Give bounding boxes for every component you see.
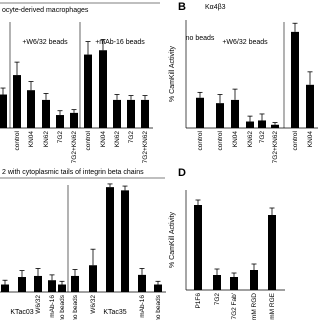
x-tick-label: no beads <box>72 294 79 320</box>
bar <box>213 275 221 290</box>
x-tick-label: control <box>14 130 21 150</box>
group-label: KTac35 <box>103 309 126 316</box>
bar <box>89 265 97 292</box>
panel-letter: D <box>178 167 186 179</box>
x-tick-label: KN04 <box>28 131 35 148</box>
bar <box>71 275 79 292</box>
bar <box>113 99 121 128</box>
x-tick-label: KN62 <box>43 131 50 148</box>
x-tick-label: KN04 <box>232 131 239 148</box>
bar <box>70 112 78 128</box>
bar <box>13 75 21 128</box>
x-tick-label: control <box>217 130 224 150</box>
x-tick-label: control <box>197 130 204 150</box>
bar <box>58 284 66 292</box>
x-tick-label: KN62 <box>114 131 121 148</box>
x-tick-label: 2mM RGE <box>269 292 276 320</box>
bar <box>84 54 92 129</box>
x-tick-label: 2mM RGD <box>251 293 258 320</box>
bar <box>1 284 9 292</box>
bar <box>18 277 26 292</box>
x-tick-label: control <box>292 130 299 150</box>
bar <box>268 215 276 290</box>
bar <box>121 190 129 292</box>
bar <box>141 99 149 128</box>
x-tick-label: KN62 <box>247 131 254 148</box>
x-tick-label: P1F6 <box>195 293 202 309</box>
y-axis-label: % CamKill Activity <box>169 211 176 268</box>
x-tick-label: 7G2 <box>57 131 64 144</box>
bar <box>246 121 254 128</box>
x-tick-label: no beads <box>155 294 162 320</box>
bar <box>306 84 314 128</box>
x-tick-label: KN04 <box>100 131 107 148</box>
group-label: +W6/32 beads <box>222 39 268 46</box>
bar <box>106 187 114 292</box>
bar <box>194 205 202 290</box>
bar <box>216 103 224 128</box>
bar <box>0 94 7 128</box>
bar <box>291 31 299 129</box>
bar <box>154 284 162 292</box>
panel-subtitle: Kα4β3 <box>205 4 226 11</box>
group-label: KTac03 <box>10 309 33 316</box>
bar <box>56 115 64 128</box>
bar <box>250 270 258 290</box>
bar <box>138 274 146 292</box>
x-tick-label: 7G2 Fab' <box>231 293 238 320</box>
bar <box>196 97 204 128</box>
bar <box>127 99 135 128</box>
x-tick-label: 7G2+KN62 <box>272 131 279 164</box>
bar <box>42 99 50 128</box>
panel-title: ocyte-derived macrophages <box>2 7 89 14</box>
bar <box>99 50 107 128</box>
bar <box>34 275 42 292</box>
panel-title: 2 with cytoplasmic tails of integrin bet… <box>2 169 144 176</box>
bar <box>231 99 239 128</box>
x-tick-label: control <box>85 130 92 150</box>
panel-letter: B <box>178 1 186 13</box>
bar <box>48 280 56 292</box>
y-axis-label: % CamKill Activity <box>169 45 176 102</box>
x-tick-label: mAb-16 <box>49 295 56 318</box>
x-tick-label: 7G2 <box>259 131 266 144</box>
bar <box>258 120 266 128</box>
x-tick-label: mAb-16 <box>139 295 146 318</box>
group-label: no beads <box>186 35 215 42</box>
x-tick-label: 7G2 <box>214 293 221 306</box>
bar <box>27 90 35 128</box>
group-label: +W6/32 beads <box>22 39 68 46</box>
bar <box>230 277 238 290</box>
x-tick-label: 7G2+KN62 <box>142 131 149 164</box>
x-tick-label: 7G2 <box>128 131 135 144</box>
x-tick-label: W6/32 <box>90 295 97 314</box>
group-label: +mAb-16 beads <box>95 39 145 46</box>
bar <box>271 124 279 128</box>
x-tick-label: 7G2+KN62 <box>71 131 78 164</box>
x-tick-label: W6/32 <box>35 295 42 314</box>
x-tick-label: KN04 <box>307 131 314 148</box>
x-tick-label: no beads <box>59 294 66 320</box>
